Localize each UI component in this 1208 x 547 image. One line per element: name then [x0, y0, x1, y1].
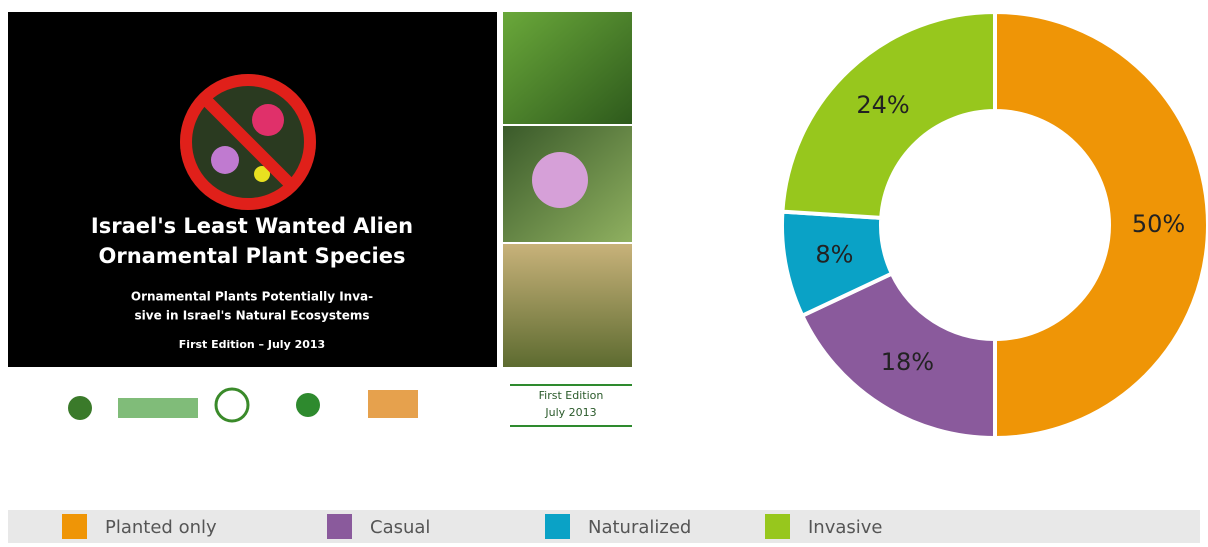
- flower: [254, 166, 270, 182]
- legend-swatch: [545, 514, 570, 539]
- data-label: 8%: [815, 241, 853, 269]
- legend-swatch: [765, 514, 790, 539]
- legend-background: [8, 510, 1200, 543]
- cover-title: Israel's Least Wanted Alien: [91, 214, 413, 238]
- legend-label: Invasive: [808, 517, 883, 538]
- cover-title: Ornamental Plant Species: [99, 244, 406, 268]
- legend-swatch: [62, 514, 87, 539]
- logo: [296, 393, 320, 417]
- flower: [252, 104, 284, 136]
- flower: [532, 152, 588, 208]
- logo: [368, 390, 418, 418]
- no-sign-bar: [199, 93, 297, 191]
- plant-photo: [503, 12, 632, 124]
- donut-segment: [993, 9, 1208, 441]
- logo: [118, 398, 198, 418]
- cover-edition: First Edition – July 2013: [179, 338, 325, 351]
- legend-label: Casual: [370, 517, 430, 538]
- donut-segment: [780, 9, 997, 220]
- data-label: 24%: [856, 91, 909, 119]
- legend-swatch: [327, 514, 352, 539]
- flower: [211, 146, 239, 174]
- logo: [68, 396, 92, 420]
- badge-text: First Edition: [539, 389, 604, 402]
- legend-label: Planted only: [105, 517, 217, 538]
- cover-subtitle: sive in Israel's Natural Ecosystems: [134, 309, 369, 323]
- badge-text: July 2013: [544, 406, 596, 419]
- donut-segment: [799, 270, 997, 441]
- data-label: 50%: [1132, 210, 1185, 238]
- logo: [214, 387, 250, 423]
- data-label: 18%: [881, 348, 934, 376]
- book-cover: Israel's Least Wanted Alien Ornamental P…: [8, 12, 632, 427]
- plant-photo: [503, 244, 632, 367]
- no-sign-ring: [180, 74, 316, 210]
- legend-label: Naturalized: [588, 517, 691, 538]
- cover-subtitle: Ornamental Plants Potentially Inva-: [131, 290, 373, 304]
